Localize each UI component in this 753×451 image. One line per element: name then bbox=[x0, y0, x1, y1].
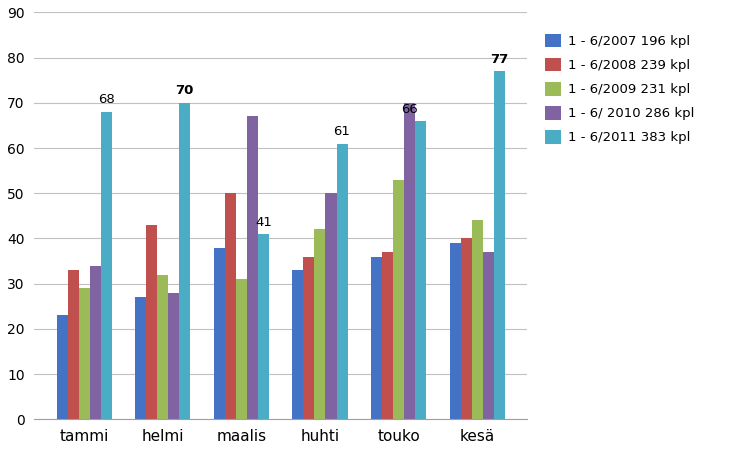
Bar bbox=[325, 193, 337, 419]
Bar bbox=[450, 243, 461, 419]
Bar bbox=[146, 225, 157, 419]
Text: 41: 41 bbox=[255, 216, 272, 229]
Bar bbox=[483, 252, 494, 419]
Bar bbox=[461, 239, 471, 419]
Bar bbox=[404, 103, 415, 419]
Bar bbox=[90, 266, 101, 419]
Bar bbox=[56, 315, 68, 419]
Bar bbox=[79, 288, 90, 419]
Text: 77: 77 bbox=[490, 53, 508, 66]
Bar bbox=[68, 270, 79, 419]
Bar bbox=[169, 293, 179, 419]
Bar bbox=[471, 221, 483, 419]
Bar bbox=[292, 270, 303, 419]
Bar bbox=[236, 279, 247, 419]
Text: 61: 61 bbox=[334, 125, 350, 138]
Bar bbox=[179, 103, 191, 419]
Text: 68: 68 bbox=[98, 93, 114, 106]
Bar bbox=[382, 252, 393, 419]
Bar bbox=[136, 297, 146, 419]
Bar bbox=[371, 257, 382, 419]
Bar bbox=[101, 112, 111, 419]
Bar bbox=[258, 234, 269, 419]
Bar bbox=[315, 230, 325, 419]
Text: 66: 66 bbox=[401, 102, 418, 115]
Legend: 1 - 6/2007 196 kpl, 1 - 6/2008 239 kpl, 1 - 6/2009 231 kpl, 1 - 6/ 2010 286 kpl,: 1 - 6/2007 196 kpl, 1 - 6/2008 239 kpl, … bbox=[538, 27, 700, 151]
Bar bbox=[415, 121, 426, 419]
Bar bbox=[214, 248, 225, 419]
Bar bbox=[225, 193, 236, 419]
Bar bbox=[393, 179, 404, 419]
Bar bbox=[157, 275, 169, 419]
Bar bbox=[494, 71, 505, 419]
Bar bbox=[303, 257, 315, 419]
Bar bbox=[247, 116, 258, 419]
Text: 70: 70 bbox=[175, 84, 194, 97]
Bar bbox=[337, 143, 347, 419]
